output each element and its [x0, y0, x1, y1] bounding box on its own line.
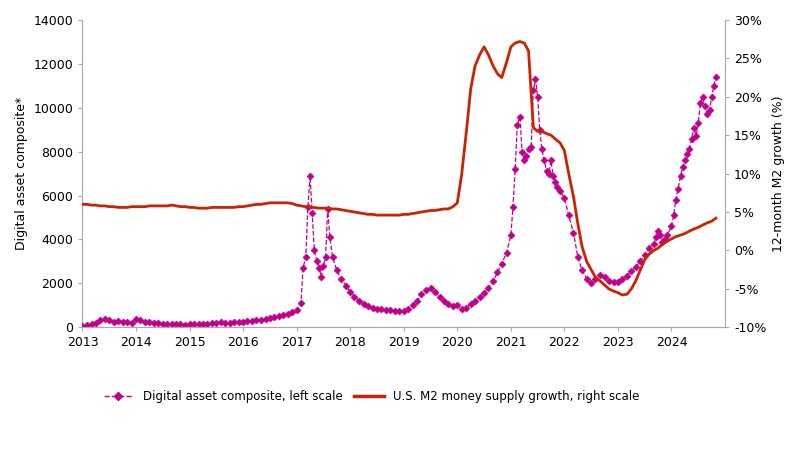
Y-axis label: 12-month M2 growth (%): 12-month M2 growth (%): [772, 95, 785, 252]
Legend: Digital asset composite, left scale, U.S. M2 money supply growth, right scale: Digital asset composite, left scale, U.S…: [99, 385, 644, 407]
Y-axis label: Digital asset composite*: Digital asset composite*: [15, 97, 28, 250]
